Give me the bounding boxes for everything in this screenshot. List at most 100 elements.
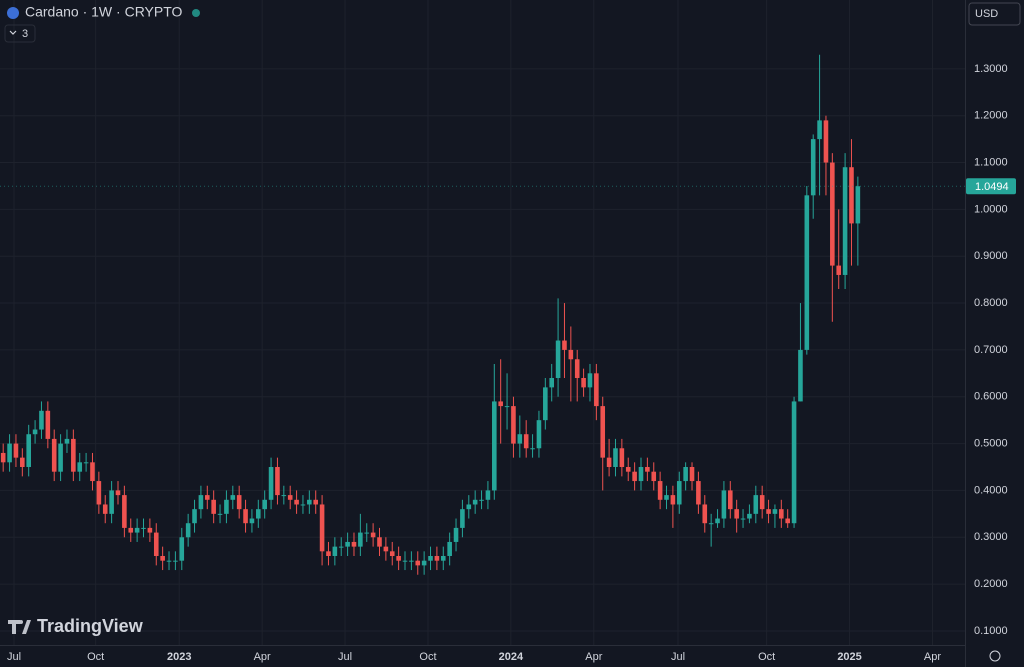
x-tick-label: Jul xyxy=(7,651,21,663)
candle-body xyxy=(415,560,421,566)
candle-body xyxy=(217,513,223,515)
candle-body xyxy=(128,527,134,533)
x-tick-label: 2025 xyxy=(837,651,861,663)
x-tick-label: Oct xyxy=(87,651,104,663)
candle-body xyxy=(51,438,57,472)
candle-body xyxy=(192,509,197,524)
candle-body xyxy=(683,467,688,482)
candle-body xyxy=(536,420,542,449)
indicator-toggle[interactable] xyxy=(4,24,36,43)
candle-body xyxy=(377,537,382,547)
candle-body xyxy=(345,541,350,547)
x-tick-label: Jul xyxy=(671,651,685,663)
candle-body xyxy=(358,532,363,547)
candle-body xyxy=(7,443,12,463)
candle-body xyxy=(702,504,708,524)
candle-body xyxy=(364,532,370,534)
candle-body xyxy=(676,481,682,505)
candle-body xyxy=(600,406,606,458)
candle-body xyxy=(338,546,344,548)
candle-body xyxy=(300,504,306,506)
candle-body xyxy=(664,495,669,500)
candle-body xyxy=(842,167,848,275)
candle-body xyxy=(326,551,331,557)
candle-body xyxy=(115,490,121,496)
y-tick-label: 0.2000 xyxy=(974,578,1008,590)
currency-button[interactable] xyxy=(968,2,1021,26)
candle-body xyxy=(122,495,127,528)
candle-body xyxy=(523,434,529,449)
candle-body xyxy=(166,560,172,562)
candle-body xyxy=(230,495,236,500)
candle-body xyxy=(638,467,644,482)
candle-body xyxy=(849,167,854,224)
candle-body xyxy=(619,448,625,468)
candle-body xyxy=(721,490,727,519)
candle-body xyxy=(830,162,835,266)
candle-body xyxy=(383,546,389,552)
candle-body xyxy=(727,490,733,510)
candle-body xyxy=(198,495,204,510)
candle-body xyxy=(396,556,401,561)
candle-body xyxy=(708,523,714,525)
candle-body xyxy=(555,340,561,379)
candle-body xyxy=(779,509,784,519)
candle-body xyxy=(568,349,574,360)
candle-body xyxy=(504,406,510,408)
settings-icon[interactable] xyxy=(989,650,1001,662)
candle-body xyxy=(485,490,491,500)
candle-body xyxy=(147,527,153,533)
candle-body xyxy=(211,499,216,514)
candle-body xyxy=(332,546,338,557)
candle-body xyxy=(562,340,567,350)
candle-body xyxy=(421,560,427,566)
candle-body xyxy=(39,410,44,430)
candle-body xyxy=(224,499,229,514)
candle-body xyxy=(740,518,746,520)
y-tick-label: 0.1000 xyxy=(974,625,1008,637)
candle-body xyxy=(64,438,70,444)
candle-body xyxy=(153,532,159,557)
candle-body xyxy=(45,410,51,439)
candle-body xyxy=(479,499,484,501)
candle-body xyxy=(543,387,548,421)
candle-body xyxy=(287,495,293,500)
candle-body xyxy=(625,467,631,472)
symbol-title[interactable]: Cardano · 1W · CRYPTO xyxy=(25,4,183,20)
x-tick-label: Apr xyxy=(924,651,941,663)
candle-body xyxy=(204,495,210,500)
candle-body xyxy=(766,509,771,514)
x-tick-label: Apr xyxy=(585,651,602,663)
candle-body xyxy=(791,401,797,524)
y-tick-label: 0.4000 xyxy=(974,484,1008,496)
candle-body xyxy=(606,457,612,468)
candle-body xyxy=(613,448,618,468)
candle-body xyxy=(13,443,19,458)
candle-body xyxy=(574,359,580,379)
candle-body xyxy=(249,518,255,524)
candle-body xyxy=(447,541,452,557)
candle-body xyxy=(645,467,650,472)
y-tick-label: 0.7000 xyxy=(974,344,1008,356)
x-tick-label: Apr xyxy=(254,651,271,663)
candle-body xyxy=(428,556,433,561)
candle-body xyxy=(58,443,63,472)
axes: 0.1000 0.2000 0.3000 0.4000 0.5000 0.6000 0.70… xyxy=(0,63,1016,663)
candle-body xyxy=(587,373,593,388)
x-tick-label: 2023 xyxy=(167,651,191,663)
candle-body xyxy=(511,406,516,444)
candle-body xyxy=(307,499,312,505)
chevron-icon xyxy=(9,30,17,35)
candle-body xyxy=(275,467,280,496)
watermark-logo xyxy=(8,620,31,634)
candle-body xyxy=(83,462,89,464)
candle-body xyxy=(351,541,357,547)
candle-body xyxy=(389,551,395,557)
candle-body xyxy=(77,462,83,472)
candle-body xyxy=(313,499,319,505)
candle-body xyxy=(785,518,790,524)
candle-body xyxy=(798,349,803,402)
candle-body xyxy=(759,495,765,510)
